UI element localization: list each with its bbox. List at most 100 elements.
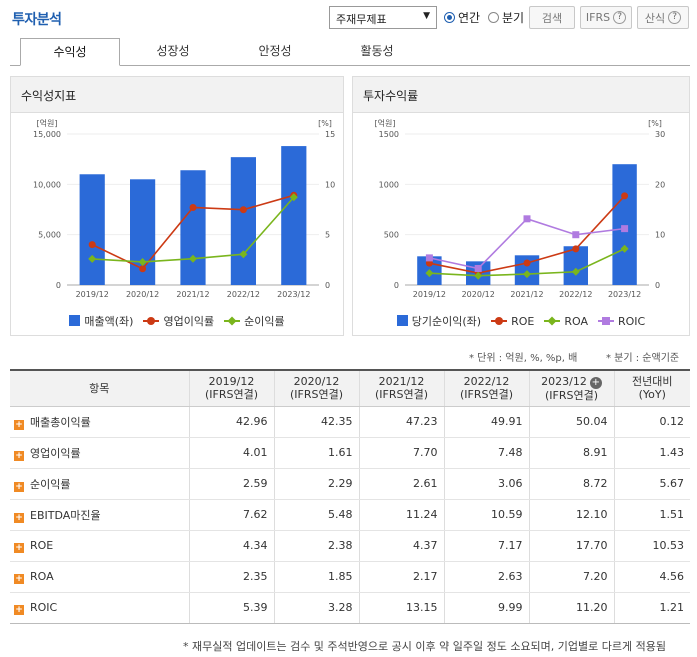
data-point	[474, 271, 483, 280]
profitability-chart: [억원] [%] 0 0 5,000 5 10,000 10 15,000 15 2019/12 20…	[33, 118, 335, 299]
expand-row-icon[interactable]: +	[14, 512, 24, 523]
table-cell: 4.34	[188, 530, 274, 562]
table-cell: 5.67	[613, 468, 690, 500]
y2-tick-label: 10	[655, 231, 665, 240]
data-point	[139, 265, 147, 273]
radio-quarter-label: 분기	[502, 11, 525, 25]
table-cell: 11.24	[358, 499, 444, 531]
tab-profitability[interactable]: 수익성	[20, 38, 120, 66]
tab-growth[interactable]: 성장성	[156, 44, 190, 58]
legend-item: ROA	[544, 315, 588, 328]
table-cell: 13.15	[358, 592, 444, 624]
column-header-item: 항목	[10, 370, 189, 407]
row-label: + ROIC	[10, 592, 189, 624]
table-row: + ROE 4.34 2.38 4.37 7.17 17.70 10.53	[10, 530, 690, 562]
table-cell: 3.28	[273, 592, 359, 624]
tab-activity[interactable]: 활동성	[360, 44, 394, 58]
expand-row-icon[interactable]: +	[14, 450, 24, 461]
expand-row-icon[interactable]: +	[14, 481, 24, 492]
legend-swatch	[544, 316, 561, 326]
y-tick-label: 0	[394, 281, 399, 290]
x-tick-label: 2019/12	[413, 290, 446, 299]
profitability-table: 항목 2019/12 (IFRS연결) 2020/12 (IFRS연결) 2021/12(…	[10, 369, 690, 624]
x-tick-label: 2023/12	[608, 290, 641, 299]
table-cell: 7.48	[443, 437, 529, 469]
legend-marker-icon	[147, 317, 156, 325]
tab-stability[interactable]: 안정성	[258, 44, 292, 58]
ifrs-help-button[interactable]: IFRS ?	[580, 6, 632, 29]
data-point	[88, 241, 96, 249]
y2-tick-label: 15	[325, 130, 335, 139]
chart-legend: 당기순이익(좌) ROE ROA ROIC	[353, 313, 689, 330]
data-point	[289, 193, 298, 202]
x-tick-label: 2021/12	[510, 290, 543, 299]
expand-row-icon[interactable]: +	[14, 604, 24, 615]
table-cell: 42.96	[188, 406, 274, 438]
table-cell: 8.72	[528, 468, 614, 500]
expand-row-icon[interactable]: +	[14, 419, 24, 430]
expand-row-icon[interactable]: +	[14, 542, 24, 553]
table-row: + 순이익률 2.59 2.29 2.61 3.06 8.72 5.67	[10, 468, 690, 500]
legend-item: 당기순이익(좌)	[396, 313, 481, 329]
legend-item: 순이익률	[224, 313, 285, 329]
legend-label: ROIC	[617, 314, 646, 328]
table-cell: 10.53	[613, 530, 690, 562]
data-point	[523, 215, 531, 223]
legend-swatch	[143, 316, 160, 326]
legend-label: ROE	[511, 314, 535, 328]
unit-note: * 단위 : 억원, %, %p, 배	[469, 353, 578, 364]
table-cell: 0.12	[613, 406, 690, 438]
data-point	[88, 254, 97, 263]
column-header: 2020/12 (IFRS연결)	[273, 370, 359, 407]
x-tick-label: 2020/12	[462, 290, 495, 299]
y2-tick-label: 5	[325, 231, 330, 240]
table-cell: 2.35	[188, 561, 274, 593]
legend-swatch	[597, 316, 614, 326]
radio-annual[interactable]: 연간	[444, 9, 480, 26]
panel-title: 투자수익률	[353, 77, 689, 113]
table-row: + ROA 2.35 1.85 2.17 2.63 7.20 4.56	[10, 561, 690, 593]
expand-columns-icon[interactable]: +	[589, 376, 602, 389]
chart-legend: 매출액(좌) 영업이익률 순이익률	[11, 313, 343, 330]
y-tick-label: 10,000	[33, 180, 61, 189]
investment-return-chart-panel: 투자수익률 [억원] [%] 0 0 500 10 1000 20 1500 30 2019/12 2…	[352, 76, 690, 336]
y2-tick-label: 20	[655, 180, 665, 189]
right-axis-unit: [%]	[318, 119, 332, 128]
search-button[interactable]: 검색	[529, 6, 575, 29]
table-cell: 2.59	[188, 468, 274, 500]
bar	[281, 146, 307, 285]
question-icon: ?	[668, 11, 682, 24]
bar	[230, 157, 256, 285]
formula-help-button[interactable]: 산식 ?	[637, 6, 689, 29]
table-cell: 1.21	[613, 592, 690, 624]
table-header-row: 항목 2019/12 (IFRS연결) 2020/12 (IFRS연결) 2021/12(…	[10, 370, 690, 407]
table-cell: 7.17	[443, 530, 529, 562]
data-point	[189, 203, 197, 211]
expand-row-icon[interactable]: +	[14, 573, 24, 584]
legend-item: ROIC	[597, 314, 646, 328]
radio-quarter[interactable]: 분기	[488, 9, 524, 26]
legend-item: ROE	[491, 315, 534, 328]
table-cell: 1.85	[273, 561, 359, 593]
table-cell: 4.01	[188, 437, 274, 469]
table-cell: 47.23	[358, 406, 444, 438]
x-tick-label: 2022/12	[227, 290, 260, 299]
legend-swatch	[224, 316, 241, 326]
table-cell: 1.51	[613, 499, 690, 531]
table-cell: 2.38	[273, 530, 359, 562]
y-tick-label: 1500	[379, 130, 399, 139]
radio-annual-label: 연간	[458, 11, 481, 25]
table-cell: 2.29	[273, 468, 359, 500]
row-label: + 매출총이익률	[10, 406, 189, 438]
legend-item: 매출액(좌)	[69, 313, 133, 329]
table-row: + 영업이익률 4.01 1.61 7.70 7.48 8.91 1.43	[10, 437, 690, 469]
y2-tick-label: 30	[655, 130, 665, 139]
statement-select[interactable]: 주재무제표 ▼	[329, 6, 437, 29]
data-point	[621, 225, 629, 233]
table-cell: 42.35	[273, 406, 359, 438]
header: 투자분석 주재무제표 ▼ 연간 분기 검색 IFRS ? 산식 ?	[0, 0, 697, 34]
table-cell: 50.04	[528, 406, 614, 438]
table-cell: 12.10	[528, 499, 614, 531]
footnote: * 재무실적 업데이트는 검수 및 주석반영으로 공시 이후 약 일주일 정도 …	[183, 640, 666, 653]
data-point	[572, 231, 580, 239]
